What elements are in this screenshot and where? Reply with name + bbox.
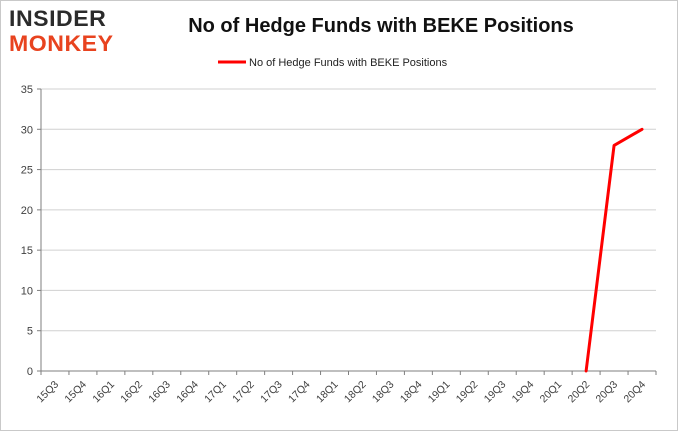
- x-tick-label: 16Q3: [146, 379, 173, 406]
- x-tick-label: 18Q3: [370, 379, 397, 406]
- y-tick-label: 10: [21, 285, 33, 297]
- axes: [37, 88, 657, 375]
- y-tick-label: 0: [27, 366, 33, 378]
- y-tick-label: 25: [21, 165, 33, 177]
- gridlines: [41, 88, 656, 332]
- logo-line-2: MONKEY: [9, 31, 114, 56]
- x-tick-label: 18Q4: [398, 379, 425, 406]
- legend: No of Hedge Funds with BEKE Positions: [218, 57, 448, 69]
- x-tick-label: 20Q4: [621, 379, 648, 406]
- x-tick-label: 17Q1: [202, 379, 229, 406]
- chart-title: No of Hedge Funds with BEKE Positions: [188, 15, 574, 37]
- x-tick-label: 16Q2: [118, 379, 145, 406]
- x-tick-label: 19Q1: [426, 379, 453, 406]
- x-tick-label: 19Q3: [482, 379, 509, 406]
- x-tick-label: 18Q2: [342, 379, 369, 406]
- x-tick-label: 19Q2: [454, 379, 481, 406]
- x-tick-label: 17Q3: [258, 379, 285, 406]
- y-tick-label: 5: [27, 326, 33, 338]
- x-tick-label: 16Q4: [174, 379, 201, 406]
- logo-line-1: INSIDER: [9, 6, 107, 31]
- insider-monkey-logo: INSIDER MONKEY: [7, 6, 129, 56]
- y-tick-label: 20: [21, 205, 33, 217]
- x-tick-label: 17Q4: [286, 379, 313, 406]
- x-tick-label: 20Q3: [594, 379, 621, 406]
- x-tick-label: 15Q3: [34, 379, 61, 406]
- x-tick-label: 17Q2: [230, 379, 257, 406]
- y-tick-labels: 0 5 10 15 20 25 30 35: [21, 84, 33, 378]
- x-tick-label: 20Q1: [538, 379, 565, 406]
- y-tick-label: 15: [21, 245, 33, 257]
- x-tick-label: 18Q1: [314, 379, 341, 406]
- series-line: [584, 127, 644, 373]
- x-tick-label: 19Q4: [510, 379, 537, 406]
- x-tick-label: 20Q2: [566, 379, 593, 406]
- series-lines: [584, 127, 644, 373]
- x-tick-label: 15Q4: [62, 379, 89, 406]
- legend-label: No of Hedge Funds with BEKE Positions: [249, 57, 448, 69]
- x-tick-label: 16Q1: [90, 379, 117, 406]
- x-tick-labels: 15Q3 15Q4 16Q1 16Q2 16Q3 16Q4 17Q1 17Q2 17Q3 17Q4…: [34, 379, 648, 406]
- y-tick-label: 35: [21, 84, 33, 96]
- y-tick-label: 30: [21, 124, 33, 136]
